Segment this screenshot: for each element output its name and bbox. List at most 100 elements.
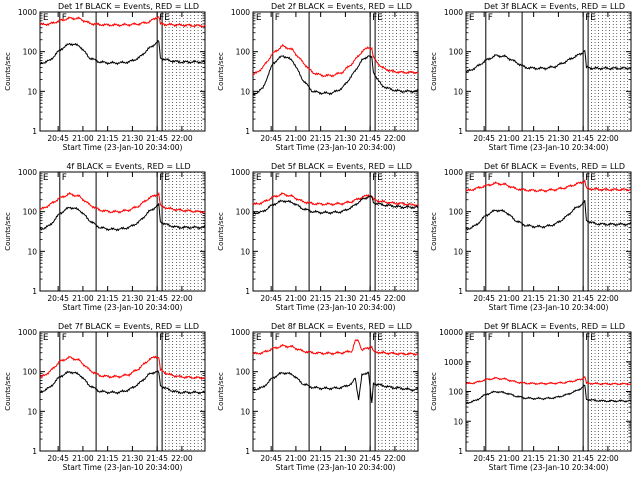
x-tick-label: 21:00 [498, 454, 520, 463]
y-tick-label: 10 [240, 87, 250, 96]
region-label-e-left: E [43, 333, 49, 343]
series-line-events [39, 39, 206, 66]
series-line-lld [252, 339, 419, 356]
y-tick-label: 1000 [231, 328, 250, 337]
region-label-f-right: F [585, 333, 590, 343]
detector-panel-5: Det 5f BLACK = Events, RED = LLD 1 10 100 10… [213, 160, 426, 320]
y-tick-label: 1 [32, 127, 37, 136]
plot-frame [252, 11, 419, 132]
series-line-events [252, 54, 419, 96]
series-line-events [252, 371, 419, 404]
series-line-events [39, 370, 206, 395]
x-tick-label: 20:45 [260, 294, 282, 303]
x-tick-label: 21:15 [310, 294, 332, 303]
x-tick-label: 21:00 [285, 454, 307, 463]
x-tick-label: 20:45 [47, 134, 69, 143]
y-tick-label: 10 [240, 247, 250, 256]
region-label-f-left: F [62, 13, 67, 23]
chart-title: Det 5f BLACK = Events, RED = LLD [271, 162, 412, 171]
region-label-e-right: E [164, 173, 170, 183]
detector-panel-6: Det 6f BLACK = Events, RED = LLD 1 10 100 10… [426, 160, 639, 320]
series-line-lld [465, 178, 632, 193]
region-label-f-right: F [159, 333, 164, 343]
x-tick-label: 22:00 [384, 454, 406, 463]
region-label-e-left: E [256, 333, 262, 343]
x-tick-label: 21:30 [122, 294, 144, 303]
x-tick-label: 21:00 [72, 134, 94, 143]
y-tick-label: 10 [453, 417, 463, 426]
region-label-e-left: E [256, 173, 262, 183]
y-axis-label: Counts/sec [430, 212, 438, 251]
x-tick-label: 21:30 [335, 294, 357, 303]
region-label-f-right: F [585, 13, 590, 23]
x-tick-label: 22:00 [384, 134, 406, 143]
y-tick-label: 100 [23, 368, 38, 377]
y-tick-label: 100 [236, 48, 251, 57]
x-tick-label: 21:30 [122, 134, 144, 143]
y-tick-label: 100 [449, 208, 464, 217]
x-tick-label: 20:45 [473, 294, 495, 303]
region-label-f-right: F [159, 173, 164, 183]
chart-title: Det 7f BLACK = Events, RED = LLD [58, 322, 199, 331]
region-label-f-left: F [488, 173, 493, 183]
y-axis-label: Counts/sec [4, 52, 12, 91]
x-tick-label: 21:30 [548, 134, 570, 143]
y-tick-label: 1000 [18, 328, 37, 337]
region-label-f-right: F [372, 173, 377, 183]
series-line-lld [39, 191, 206, 214]
x-tick-label: 21:00 [72, 454, 94, 463]
y-axis-label: Counts/sec [217, 372, 225, 411]
chart-svg: Det 3f BLACK = Events, RED = LLD 1 10 100 10… [430, 2, 632, 152]
series-line-lld [465, 375, 632, 386]
region-label-e-left: E [256, 13, 262, 23]
series-line-lld [39, 355, 206, 381]
detector-panel-8: Det 8f BLACK = Events, RED = LLD 1 10 100 10… [213, 320, 426, 480]
region-label-e-right: E [377, 13, 383, 23]
detector-panel-3: Det 3f BLACK = Events, RED = LLD 1 10 100 10… [426, 0, 639, 160]
region-label-e-right: E [590, 13, 596, 23]
region-label-e-right: E [590, 333, 596, 343]
chart-title: Det 3f BLACK = Events, RED = LLD [484, 2, 625, 11]
x-tick-label: 21:15 [523, 134, 545, 143]
region-label-e-right: E [590, 173, 596, 183]
y-axis-label: Counts/sec [217, 212, 225, 251]
chart-svg: Det 6f BLACK = Events, RED = LLD 1 10 100 10… [430, 162, 632, 312]
detector-panel-1: Det 1f BLACK = Events, RED = LLD 1 10 100 10… [0, 0, 213, 160]
detector-panel-2: Det 2f BLACK = Events, RED = LLD 1 10 100 10… [213, 0, 426, 160]
region-label-e-right: E [377, 173, 383, 183]
y-tick-label: 1000 [18, 168, 37, 177]
series-line-events [39, 203, 206, 232]
chart-svg: 4f BLACK = Events, RED = LLD 1 10 100 1000 Co… [4, 162, 206, 312]
x-tick-label: 21:45 [572, 454, 594, 463]
region-label-f-left: F [275, 173, 280, 183]
region-label-e-left: E [43, 13, 49, 23]
x-tick-label: 21:30 [122, 454, 144, 463]
region-label-f-left: F [488, 333, 493, 343]
chart-svg: Det 9f BLACK = Events, RED = LLD 1 10 100 10… [430, 322, 632, 472]
x-axis-label: Start Time (23-Jan-10 20:34:00) [276, 463, 396, 472]
region-label-f-right: F [372, 13, 377, 23]
x-tick-label: 21:30 [335, 454, 357, 463]
x-tick-label: 21:15 [310, 134, 332, 143]
region-label-e-right: E [164, 13, 170, 23]
x-tick-label: 21:00 [285, 294, 307, 303]
y-tick-label: 100 [23, 48, 38, 57]
region-label-f-right: F [585, 173, 590, 183]
region-label-e-left: E [469, 13, 475, 23]
y-tick-label: 100 [449, 48, 464, 57]
series-line-lld [252, 192, 419, 207]
y-axis-label: Counts/sec [430, 372, 438, 411]
y-tick-label: 10000 [439, 328, 463, 337]
x-tick-label: 21:45 [359, 294, 381, 303]
x-tick-label: 22:00 [171, 454, 193, 463]
plot-frame [39, 171, 206, 292]
x-tick-label: 21:45 [359, 134, 381, 143]
x-tick-label: 20:45 [260, 454, 282, 463]
x-tick-label: 21:00 [72, 294, 94, 303]
plot-frame [465, 11, 632, 132]
detector-panel-9: Det 9f BLACK = Events, RED = LLD 1 10 100 10… [426, 320, 639, 480]
y-tick-label: 1000 [231, 168, 250, 177]
chart-title: Det 9f BLACK = Events, RED = LLD [484, 322, 625, 331]
x-tick-label: 21:15 [523, 454, 545, 463]
